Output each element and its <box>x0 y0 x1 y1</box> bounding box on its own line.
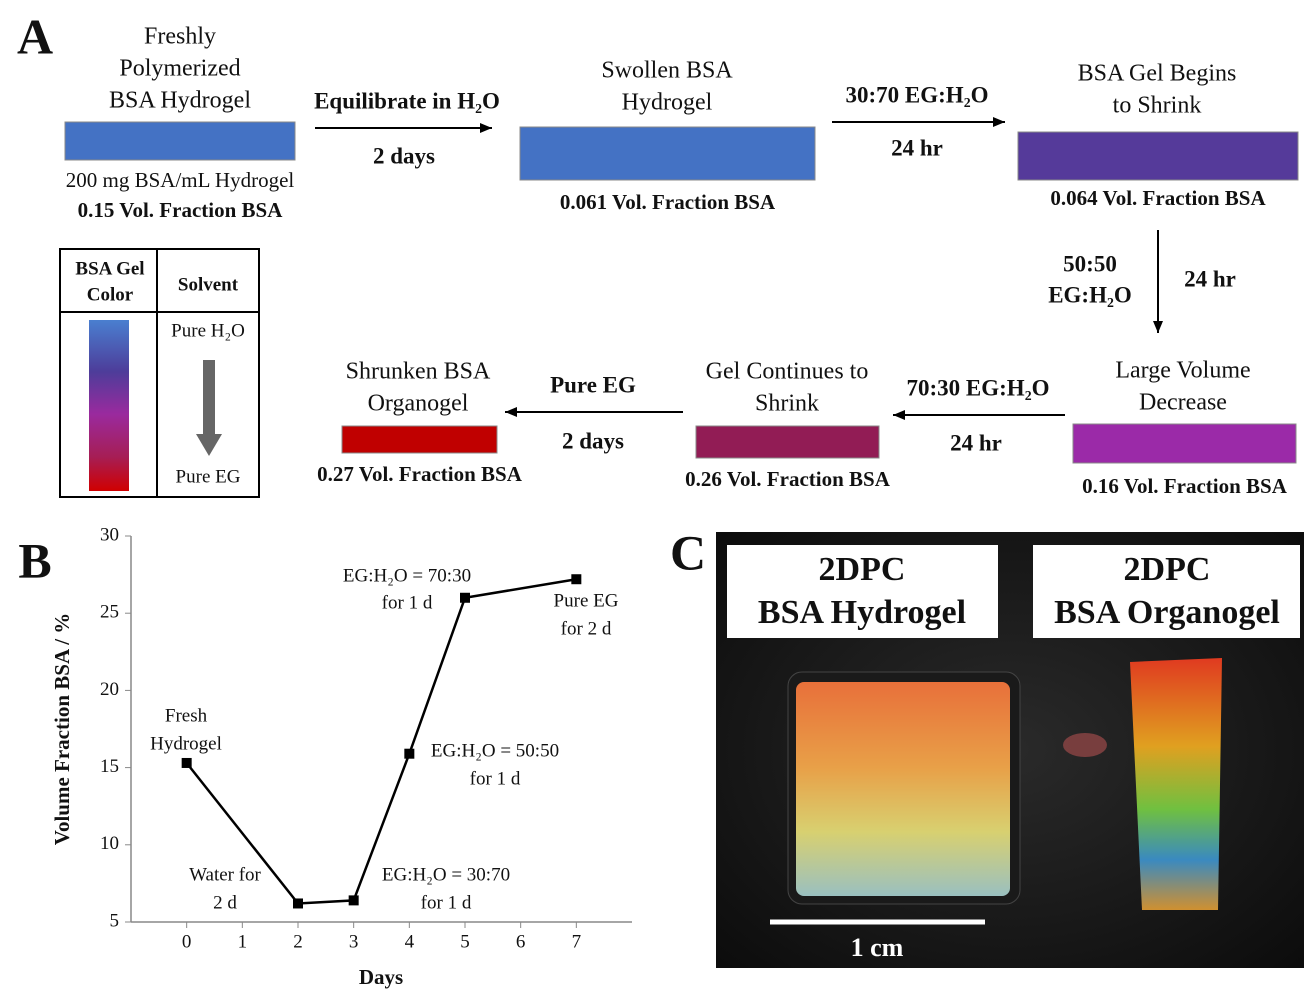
x-tick-label: 4 <box>405 931 415 952</box>
y-tick-label: 25 <box>100 602 119 623</box>
transition-label: 50:50 <box>1063 251 1117 276</box>
data-point <box>349 895 359 905</box>
legend-header: Solvent <box>178 274 239 295</box>
solvent-arrow-head <box>196 434 222 456</box>
data-point <box>404 749 414 759</box>
panel-label: C <box>670 524 706 580</box>
step-title: Hydrogel <box>622 90 713 116</box>
annotation: for 2 d <box>561 618 612 639</box>
photo-label: BSA Organogel <box>1054 594 1280 631</box>
photo-label: 2DPC <box>819 551 906 588</box>
panel-label: A <box>17 8 53 64</box>
data-point <box>460 593 470 603</box>
organogel-sample <box>1130 658 1222 910</box>
annotation: Water for <box>189 864 261 885</box>
gel-bar <box>520 127 815 180</box>
x-tick-label: 7 <box>572 931 582 952</box>
annotation: EG:H₂O = 50:50 <box>431 740 559 761</box>
legend-header: Color <box>87 284 134 305</box>
x-tick-label: 3 <box>349 931 359 952</box>
step-title: Shrunken BSA <box>346 359 491 385</box>
arrow-head <box>505 407 517 417</box>
scale-label: 1 cm <box>851 933 904 962</box>
step-title: Swollen BSA <box>601 58 733 84</box>
y-tick-label: 20 <box>100 679 119 700</box>
y-axis-label: Volume Fraction BSA / % <box>50 613 74 846</box>
annotation: Fresh <box>165 705 208 726</box>
annotation: Pure EG <box>554 590 619 611</box>
panel-label: B <box>18 532 51 588</box>
annotation: EG:H₂O = 70:30 <box>343 565 471 586</box>
step-title: Polymerized <box>119 56 240 82</box>
annotation: for 1 d <box>421 892 472 913</box>
arrow-head <box>1153 321 1163 333</box>
step-title: BSA Gel Begins <box>1078 61 1237 87</box>
x-tick-label: 5 <box>460 931 470 952</box>
x-axis-label: Days <box>359 965 403 989</box>
transition-label: EG:H₂O <box>1048 282 1132 307</box>
y-tick-label: 15 <box>100 756 119 777</box>
transition-time: 2 days <box>562 428 624 453</box>
arrow-head <box>893 410 905 420</box>
photo-label: 2DPC <box>1124 551 1211 588</box>
annotation: Hydrogel <box>150 733 222 754</box>
annotation: for 1 d <box>382 592 433 613</box>
step-title: Shrink <box>755 391 819 417</box>
step-note: 0.061 Vol. Fraction BSA <box>560 190 776 214</box>
arrow-head <box>480 123 492 133</box>
y-tick-label: 5 <box>110 910 120 931</box>
annotation: 2 d <box>213 892 237 913</box>
gel-bar <box>1018 132 1298 180</box>
step-note: 0.26 Vol. Fraction BSA <box>685 467 891 491</box>
step-title: Gel Continues to <box>706 359 869 385</box>
gel-bar <box>696 426 879 458</box>
x-tick-label: 2 <box>293 931 303 952</box>
x-tick-label: 1 <box>238 931 248 952</box>
transition-time: 24 hr <box>950 430 1002 455</box>
transition-time: 2 days <box>373 143 435 168</box>
x-tick-label: 0 <box>182 931 192 952</box>
transition-label: Equilibrate in H₂O <box>314 88 500 113</box>
transition-time: 24 hr <box>1184 266 1236 291</box>
step-title: Freshly <box>144 24 216 50</box>
photo-label: BSA Hydrogel <box>758 594 966 631</box>
legend-solvent: Pure EG <box>176 466 241 487</box>
data-point <box>293 898 303 908</box>
x-tick-label: 6 <box>516 931 526 952</box>
annotation: for 1 d <box>470 768 521 789</box>
transition-label: 70:30 EG:H₂O <box>907 375 1050 400</box>
step-note: 0.064 Vol. Fraction BSA <box>1050 186 1266 210</box>
color-gradient <box>89 320 129 491</box>
transition-time: 24 hr <box>891 135 943 160</box>
step-note: 0.16 Vol. Fraction BSA <box>1082 474 1288 498</box>
legend-header: BSA Gel <box>75 258 144 279</box>
data-point <box>182 758 192 768</box>
y-tick-label: 10 <box>100 833 119 854</box>
arrow-head <box>993 117 1005 127</box>
hydrogel-sample <box>796 682 1010 896</box>
step-title: Decrease <box>1139 390 1227 416</box>
step-title: to Shrink <box>1113 93 1202 119</box>
gel-bar <box>1073 424 1296 463</box>
data-point <box>571 574 581 584</box>
step-title: BSA Hydrogel <box>109 88 251 114</box>
step-note: 200 mg BSA/mL Hydrogel <box>66 168 295 192</box>
legend-solvent: Pure H₂O <box>171 320 245 341</box>
annotation: EG:H₂O = 30:70 <box>382 864 510 885</box>
y-tick-label: 30 <box>100 524 119 545</box>
gel-bar <box>342 426 497 453</box>
gel-bar <box>65 122 295 160</box>
transition-label: Pure EG <box>550 372 636 397</box>
transition-label: 30:70 EG:H₂O <box>846 82 989 107</box>
reflection <box>1063 733 1107 757</box>
step-note: 0.27 Vol. Fraction BSA <box>317 462 523 486</box>
step-title: Organogel <box>368 391 469 417</box>
figure: A B C Freshly Polymerized BSA Hydrogel 200 mg … <box>0 0 1304 990</box>
step-note: 0.15 Vol. Fraction BSA <box>78 198 284 222</box>
step-title: Large Volume <box>1115 358 1250 384</box>
